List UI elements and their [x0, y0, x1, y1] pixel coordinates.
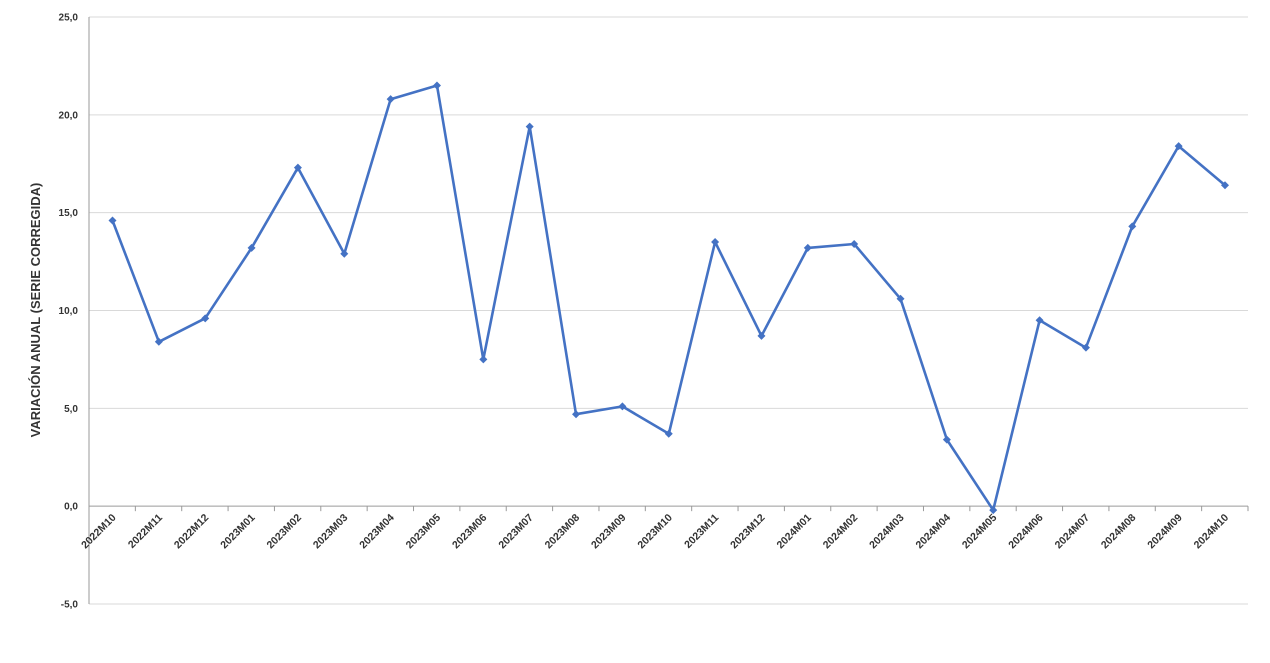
data-point-marker — [942, 435, 951, 444]
data-point-marker — [479, 355, 488, 364]
data-point-marker — [247, 243, 256, 252]
x-tick-label: 2024M07 — [1053, 512, 1093, 552]
y-axis-title: VARIACIÓN ANUAL (SERIE CORREGIDA) — [28, 183, 43, 438]
gridlines — [89, 16, 1248, 605]
series-layer — [108, 81, 1229, 515]
x-tick-label: 2023M02 — [265, 512, 305, 552]
data-point-marker — [711, 238, 720, 247]
data-point-marker — [1081, 343, 1090, 352]
x-tick-labels: 2022M10 2022M11 2022M12 2023M01 2023M02 2023M… — [79, 512, 1231, 552]
x-tick-label: 2023M08 — [543, 512, 583, 552]
data-point-marker — [432, 81, 441, 90]
data-point-marker — [1035, 316, 1044, 325]
axes — [88, 17, 1249, 604]
x-tick-label: 2023M12 — [728, 512, 768, 552]
data-point-marker — [525, 122, 534, 131]
y-tick-label: 20,0 — [59, 110, 79, 121]
x-tick-label: 2023M01 — [218, 512, 258, 552]
x-tick-label: 2024M08 — [1099, 512, 1139, 552]
x-tick-label: 2024M03 — [867, 512, 907, 552]
data-point-marker — [664, 429, 673, 438]
y-tick-label: 10,0 — [59, 306, 79, 317]
y-tick-label: 5,0 — [64, 404, 78, 415]
y-tick-label: 15,0 — [59, 208, 79, 219]
data-point-marker — [803, 243, 812, 252]
data-point-marker — [757, 331, 766, 340]
x-tick-label: 2022M12 — [172, 512, 212, 552]
data-point-marker — [386, 95, 395, 104]
x-tick-label: 2024M06 — [1006, 512, 1046, 552]
data-point-marker — [1174, 142, 1183, 151]
x-tick-label: 2023M07 — [496, 512, 536, 552]
x-tick-label: 2024M10 — [1192, 512, 1232, 552]
series-line — [111, 84, 1226, 512]
data-point-marker — [201, 314, 210, 323]
x-tick-label: 2023M09 — [589, 512, 629, 552]
x-tick-label: 2024M02 — [821, 512, 861, 552]
data-point-marker — [989, 506, 998, 515]
data-point-marker — [1221, 181, 1229, 190]
y-tick-label: -5,0 — [61, 600, 79, 611]
x-tick-label: 2024M01 — [774, 512, 814, 552]
x-tick-label: 2023M04 — [357, 512, 397, 552]
x-tick-label: 2023M03 — [311, 512, 351, 552]
x-tick-label: 2023M06 — [450, 512, 490, 552]
data-point-marker — [896, 294, 905, 303]
data-point-marker — [340, 249, 349, 258]
x-tick-label: 2023M11 — [682, 512, 721, 551]
x-tick-label: 2024M09 — [1145, 512, 1185, 552]
data-point-marker — [108, 216, 117, 225]
x-tick-label: 2023M10 — [635, 512, 675, 552]
y-tick-label: 25,0 — [59, 13, 79, 24]
x-tick-label: 2024M04 — [914, 512, 954, 552]
y-tick-label: 0,0 — [64, 502, 78, 513]
data-point-marker — [293, 163, 302, 172]
data-point-marker — [154, 337, 163, 346]
x-tick-label: 2024M05 — [960, 512, 1000, 552]
x-tick-label: 2022M10 — [79, 512, 119, 552]
data-point-marker — [572, 410, 581, 419]
y-tick-labels: -5,0 0,0 5,0 10,0 15,0 20,0 25,0 — [59, 13, 79, 611]
data-point-marker — [1128, 222, 1137, 231]
data-point-marker — [850, 239, 859, 248]
x-tick-label: 2022M11 — [126, 512, 165, 551]
x-tick-label: 2023M05 — [404, 512, 444, 552]
data-point-marker — [618, 402, 627, 411]
